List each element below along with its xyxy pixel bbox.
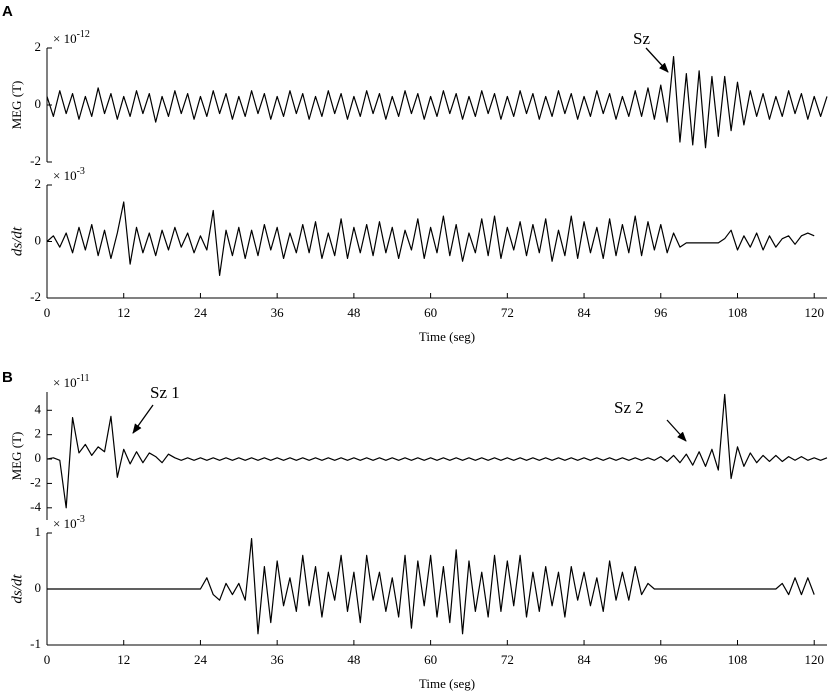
x-tick-label: 24 bbox=[194, 652, 208, 667]
axis-exponent: × 10-11 bbox=[53, 373, 90, 390]
y-tick-label: -2 bbox=[30, 153, 41, 168]
annotation-arrow bbox=[132, 404, 154, 434]
x-tick-label: 96 bbox=[654, 652, 668, 667]
y-axis-label: MEG (T) bbox=[9, 81, 24, 130]
y-tick-label: 2 bbox=[35, 176, 42, 191]
exponent-power: -3 bbox=[77, 514, 85, 525]
axis-exponent: × 10-3 bbox=[53, 166, 85, 183]
annotation-arrow bbox=[645, 47, 669, 73]
y-tick-label: 0 bbox=[35, 450, 42, 465]
annotation-arrow bbox=[666, 419, 687, 442]
axis-exponent: × 10-3 bbox=[53, 514, 85, 531]
exponent-base: × 10 bbox=[53, 375, 77, 390]
annotation: Sz 2 bbox=[614, 398, 644, 417]
x-tick-label: 0 bbox=[44, 652, 51, 667]
axis-exponent: × 10-12 bbox=[53, 29, 90, 46]
signal-line bbox=[46, 55, 828, 149]
x-tick-label: 84 bbox=[578, 652, 592, 667]
y-tick-label: -2 bbox=[30, 474, 41, 489]
y-tick-label: 2 bbox=[35, 426, 42, 441]
signal-line bbox=[46, 201, 815, 276]
signal-line bbox=[46, 393, 828, 509]
x-axis-label: Time (seg) bbox=[419, 329, 475, 344]
signal-line bbox=[47, 538, 815, 635]
x-tick-label: 0 bbox=[44, 305, 51, 320]
panel-label: B bbox=[2, 369, 13, 386]
annotation: Sz bbox=[633, 29, 650, 48]
x-tick-label: 108 bbox=[728, 652, 748, 667]
y-axis-label: ds/dt bbox=[9, 226, 25, 256]
x-tick-label: 96 bbox=[654, 305, 668, 320]
y-tick-label: 4 bbox=[35, 401, 42, 416]
exponent-power: -11 bbox=[77, 373, 90, 384]
x-axis-label: Time (seg) bbox=[419, 676, 475, 691]
exponent-base: × 10 bbox=[53, 31, 77, 46]
y-axis-label: MEG (T) bbox=[9, 432, 24, 481]
x-tick-label: 36 bbox=[271, 305, 285, 320]
x-tick-label: 60 bbox=[424, 305, 437, 320]
y-tick-label: -1 bbox=[30, 636, 41, 651]
x-tick-label: 72 bbox=[501, 652, 514, 667]
y-tick-label: 1 bbox=[35, 524, 42, 539]
exponent-base: × 10 bbox=[53, 516, 77, 531]
y-tick-label: -2 bbox=[30, 289, 41, 304]
y-tick-label: 0 bbox=[35, 580, 42, 595]
panel-label: A bbox=[2, 3, 13, 20]
y-tick-label: -4 bbox=[30, 499, 41, 514]
y-tick-label: 2 bbox=[35, 39, 42, 54]
x-tick-label: 36 bbox=[271, 652, 285, 667]
x-tick-label: 48 bbox=[347, 652, 360, 667]
exponent-base: × 10 bbox=[53, 168, 77, 183]
x-tick-label: 24 bbox=[194, 305, 208, 320]
annotation: Sz 1 bbox=[150, 383, 180, 402]
y-tick-label: 0 bbox=[35, 96, 42, 111]
x-tick-label: 108 bbox=[728, 305, 748, 320]
x-tick-label: 120 bbox=[804, 305, 824, 320]
x-tick-label: 48 bbox=[347, 305, 360, 320]
x-tick-label: 12 bbox=[117, 305, 130, 320]
exponent-power: -3 bbox=[77, 166, 85, 177]
x-tick-label: 12 bbox=[117, 652, 130, 667]
y-axis-label: ds/dt bbox=[9, 574, 25, 604]
x-tick-label: 72 bbox=[501, 305, 514, 320]
x-tick-label: 120 bbox=[804, 652, 824, 667]
y-tick-label: 0 bbox=[35, 232, 42, 247]
x-tick-label: 84 bbox=[578, 305, 592, 320]
exponent-power: -12 bbox=[77, 29, 90, 40]
x-tick-label: 60 bbox=[424, 652, 437, 667]
